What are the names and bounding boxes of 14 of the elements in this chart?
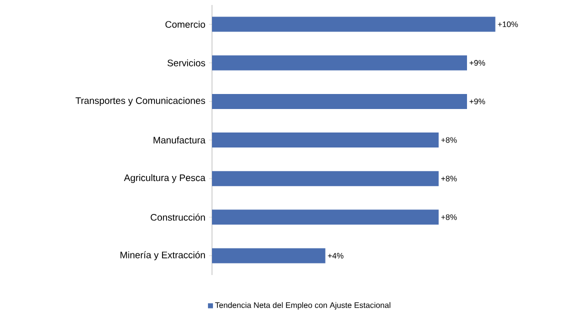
bar (212, 94, 468, 109)
y-tick-label: Construcción (150, 214, 205, 221)
bar (212, 248, 326, 264)
y-tick-label: Comercio (165, 20, 206, 28)
bar (212, 132, 439, 148)
y-tick-label: Servicios (168, 59, 206, 66)
bar (212, 55, 468, 70)
y-tick-label: Transportes y Comunicaciones (76, 97, 206, 106)
bar (212, 210, 439, 225)
y-tick-label: Minería y Extracción (120, 251, 205, 260)
y-tick-label: Agricultura y Pesca (124, 174, 206, 183)
bar (212, 171, 439, 186)
bar (212, 16, 496, 32)
y-tick-label: Manufactura (154, 136, 206, 144)
